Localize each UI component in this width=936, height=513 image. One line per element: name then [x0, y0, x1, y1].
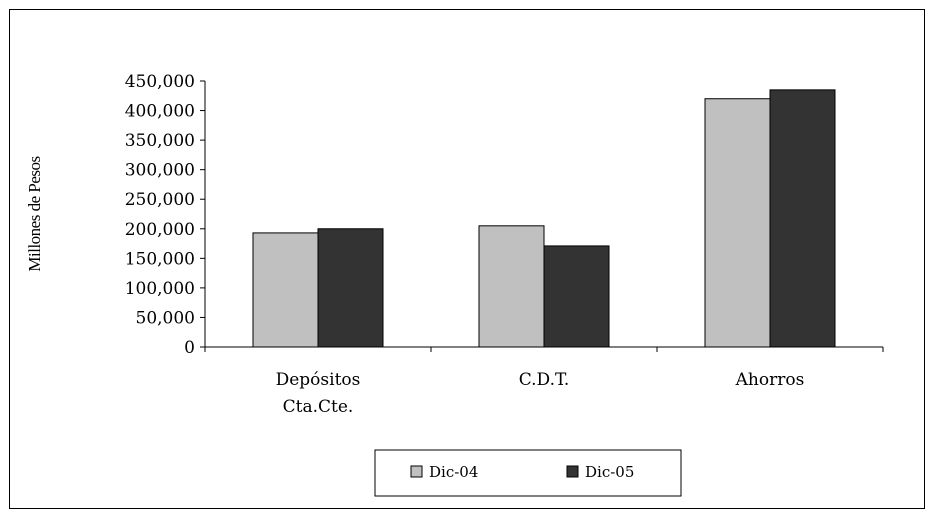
y-tick-label: 0: [184, 338, 195, 358]
y-tick-label: 400,000: [125, 102, 195, 122]
legend: Dic-04 Dic-05: [374, 449, 682, 497]
y-axis-title: Millones de Pesos: [25, 156, 44, 271]
y-axis-title-group: Millones de Pesos: [25, 156, 44, 271]
x-axis: Depósitos Cta.Cte. C.D.T. Ahorros: [204, 346, 884, 417]
bar-dic-05-2: [769, 89, 836, 348]
legend-swatch: [410, 465, 423, 478]
legend-label: Dic-04: [429, 463, 478, 481]
y-tick-label: 50,000: [136, 308, 195, 328]
bar-dic-05-1: [543, 245, 610, 348]
y-tick-label: 150,000: [125, 249, 195, 269]
legend-label: Dic-05: [585, 463, 634, 481]
x-category-label: C.D.T.: [519, 370, 569, 390]
y-tick-label: 200,000: [125, 220, 195, 240]
bar-dic-04-0: [252, 232, 319, 348]
bar-dic-05-0: [317, 228, 384, 348]
x-category-label: Cta.Cte.: [283, 397, 354, 417]
legend-swatch: [566, 465, 579, 478]
x-category-label: Depósitos: [276, 370, 361, 390]
y-tick-label: 250,000: [125, 190, 195, 210]
bar-dic-04-1: [478, 225, 545, 348]
y-tick-label: 450,000: [125, 72, 195, 92]
bar-dic-04-2: [704, 98, 771, 348]
y-tick-label: 100,000: [125, 279, 195, 299]
x-category-label: Ahorros: [735, 370, 805, 390]
y-tick-label: 350,000: [125, 131, 195, 151]
legend-box: [374, 449, 682, 497]
bars: [252, 89, 836, 348]
y-tick-label: 300,000: [125, 161, 195, 181]
y-axis: 0 50,000 100,000 150,000 200,000 250,000 300,0…: [125, 72, 206, 358]
